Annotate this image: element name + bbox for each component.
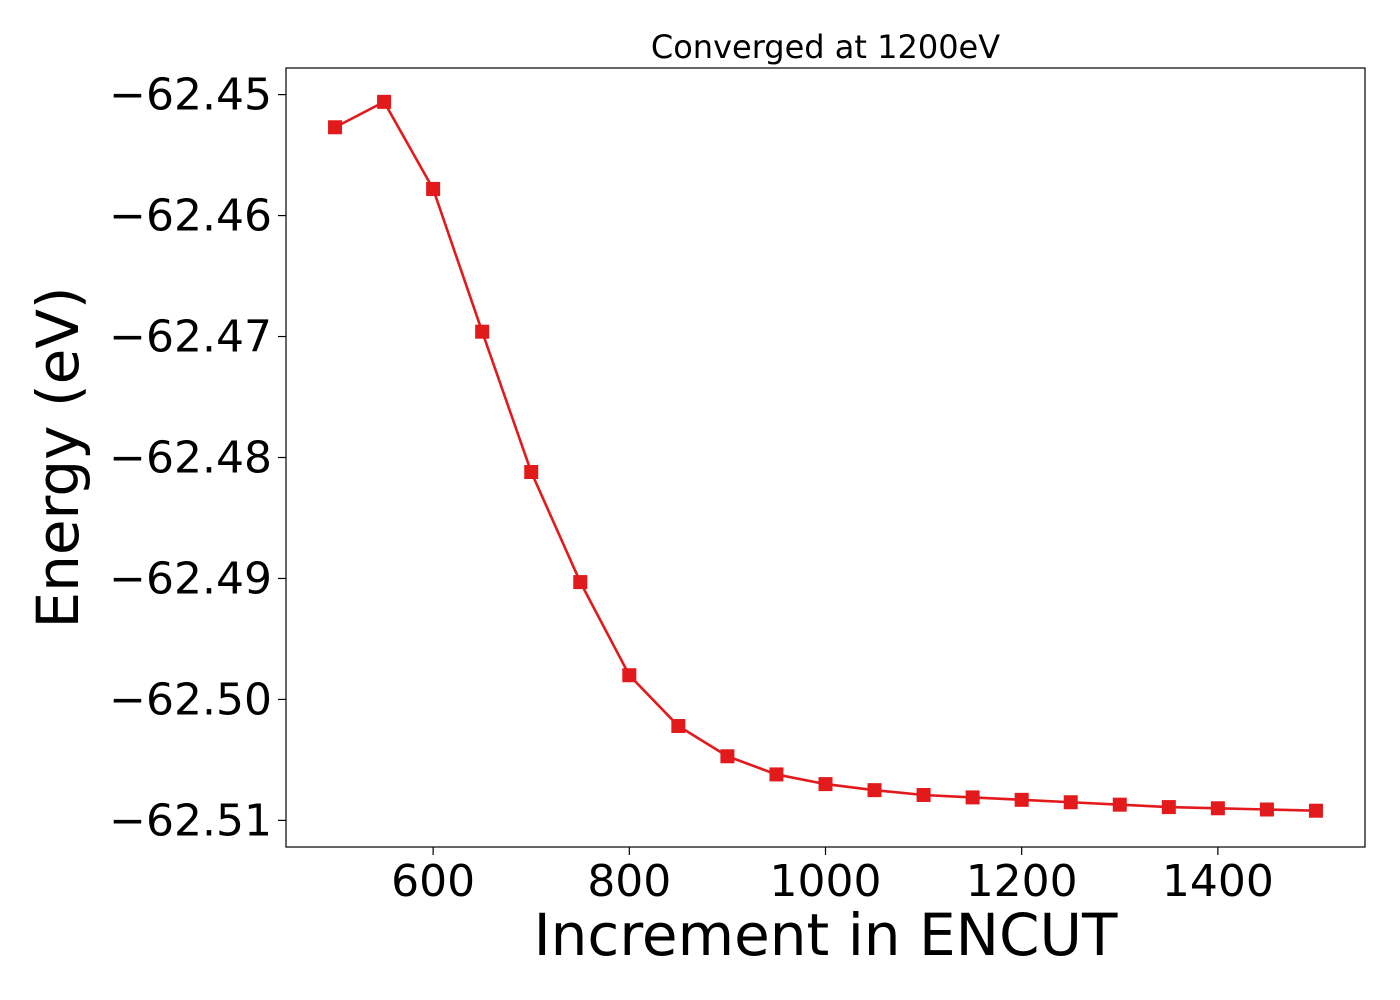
data-point — [671, 719, 686, 734]
data-point — [965, 790, 980, 805]
data-point — [867, 783, 882, 798]
data-point — [377, 94, 392, 109]
y-tick-label: −62.49 — [109, 553, 272, 604]
x-axis-label: Increment in ENCUT — [534, 901, 1118, 969]
data-point — [1161, 800, 1176, 815]
data-point — [475, 324, 490, 339]
data-point — [1308, 803, 1323, 818]
data-point — [622, 668, 637, 683]
y-tick-label: −62.47 — [109, 312, 272, 363]
y-tick-label: −62.45 — [109, 70, 272, 121]
data-point — [1259, 802, 1274, 817]
x-tick-label: 600 — [391, 856, 475, 907]
data-point — [328, 120, 343, 135]
x-tick-label: 1000 — [770, 856, 882, 907]
data-point — [916, 787, 931, 802]
y-axis-label: Energy (eV) — [24, 286, 92, 628]
x-tick-label: 800 — [587, 856, 671, 907]
x-axis: 600 800 1000 1200 1400 — [391, 847, 1274, 907]
data-point — [426, 181, 441, 196]
data-point — [524, 465, 539, 480]
data-point — [1014, 792, 1029, 807]
series-line — [334, 100, 1316, 813]
y-tick-label: −62.51 — [109, 795, 272, 846]
x-tick-label: 1200 — [966, 856, 1078, 907]
chart-title: Converged at 1200eV — [651, 28, 1000, 66]
y-axis: −62.45 −62.46 −62.47 −62.48 −62.49 −62.50 −62.… — [109, 70, 286, 846]
data-point — [769, 767, 784, 782]
data-point — [1210, 801, 1225, 816]
plot-frame — [285, 67, 1366, 848]
data-point — [1112, 797, 1127, 812]
y-tick-label: −62.50 — [109, 674, 272, 725]
data-point — [1063, 795, 1078, 810]
series-layer — [328, 94, 1323, 818]
data-point — [720, 749, 735, 764]
y-tick-label: −62.46 — [109, 191, 272, 242]
data-point — [818, 777, 833, 792]
data-point — [573, 575, 588, 590]
y-tick-label: −62.48 — [109, 433, 272, 484]
x-tick-label: 1400 — [1162, 856, 1274, 907]
